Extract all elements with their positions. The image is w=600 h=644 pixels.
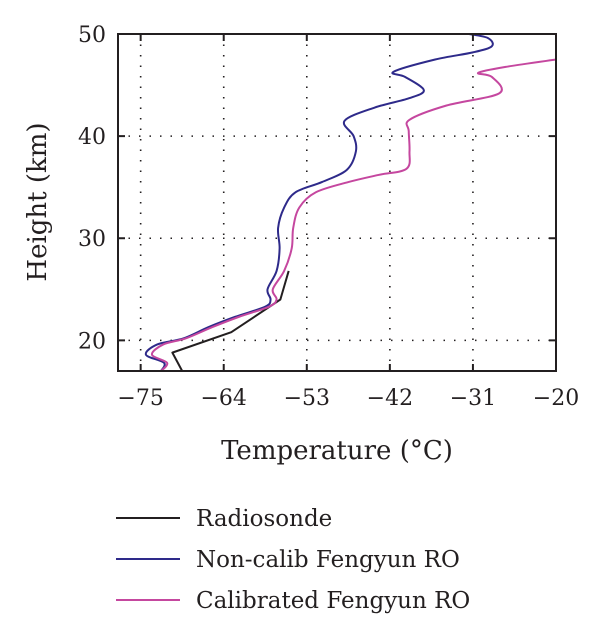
legend: Radiosonde Non-calib Fengyun RO Calibrated…	[116, 506, 470, 614]
y-tick-label: 40	[78, 125, 106, 150]
x-tick-labels: −75 −64 −53 −42 −31 −20	[117, 386, 579, 411]
x-axis-title: Temperature (°C)	[221, 436, 453, 466]
series-line	[144, 34, 494, 371]
x-tick-label: −53	[284, 386, 330, 411]
plot-frame	[117, 33, 557, 372]
x-tick-label: −31	[450, 386, 496, 411]
legend-label: Radiosonde	[196, 506, 332, 532]
x-tick-label: −75	[117, 386, 163, 411]
series-lines	[144, 34, 556, 371]
y-tick-label: 50	[78, 23, 106, 48]
legend-label: Non-calib Fengyun RO	[196, 547, 460, 573]
y-axis-title: Height (km)	[23, 122, 53, 281]
y-tick-label: 20	[78, 329, 106, 354]
axis-ticks	[118, 33, 557, 371]
x-tick-label: −42	[367, 386, 413, 411]
series-line	[171, 270, 290, 371]
y-tick-labels: 20 30 40 50	[78, 23, 106, 354]
x-tick-label: −64	[201, 386, 247, 411]
y-tick-label: 30	[78, 227, 106, 252]
x-tick-label: −20	[533, 386, 579, 411]
grid-lines	[118, 33, 557, 371]
series-line	[150, 58, 556, 371]
legend-label: Calibrated Fengyun RO	[196, 588, 470, 614]
